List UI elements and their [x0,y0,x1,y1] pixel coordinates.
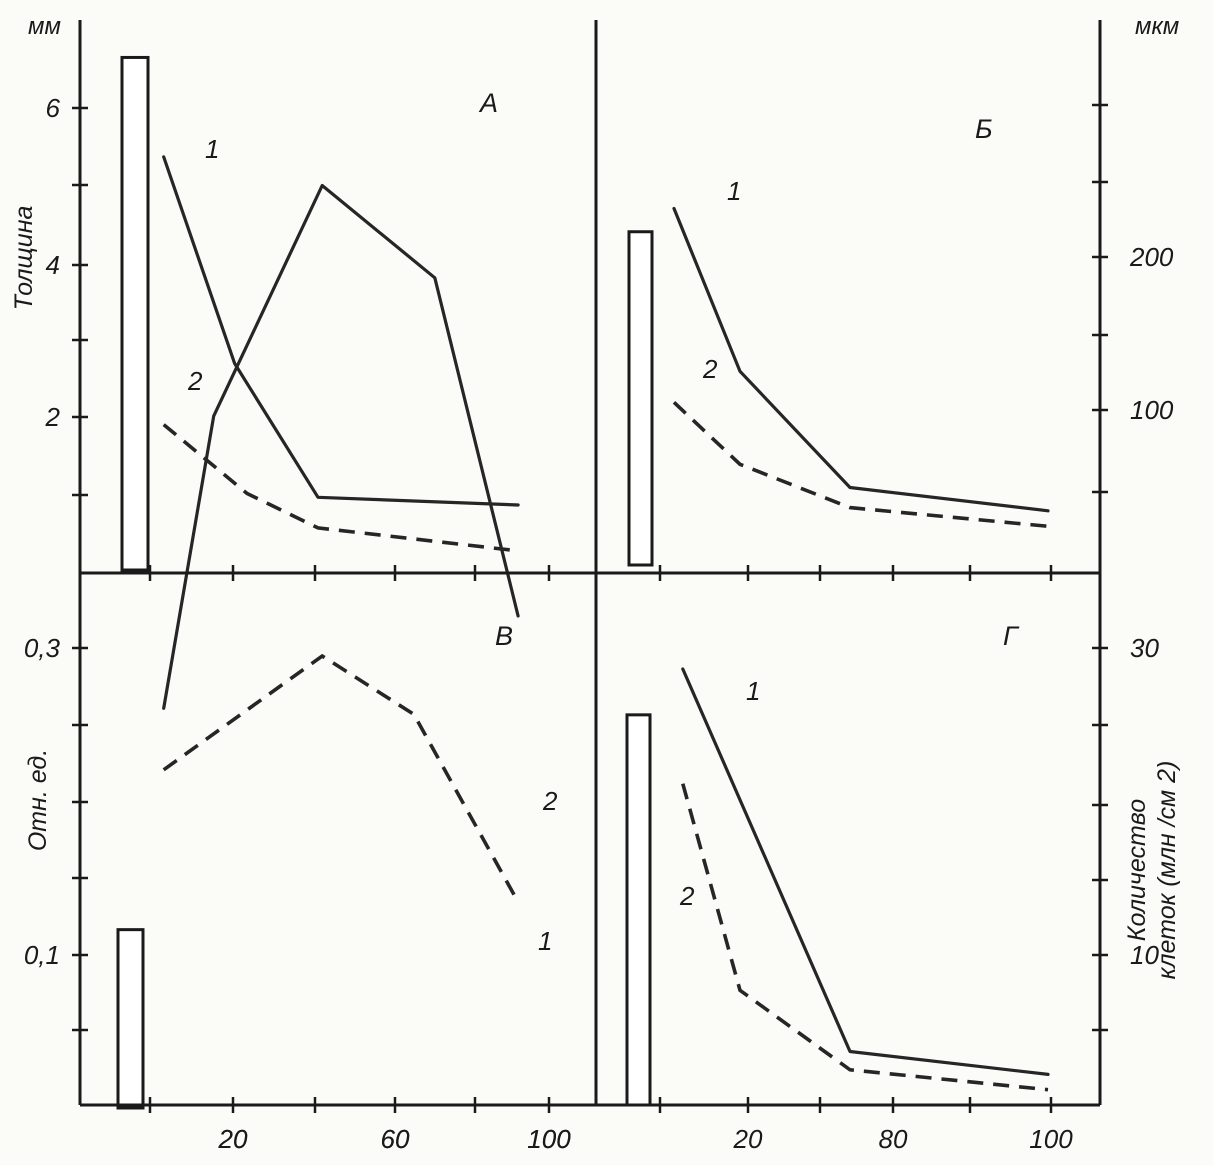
series-label: 1 [205,134,219,164]
x-tick-label: 60 [381,1124,410,1154]
x-tick-label: 80 [879,1124,908,1154]
y-tick-label: 200 [1129,242,1174,272]
axes-frame [78,20,1102,1113]
x-tick-label: 20 [733,1124,763,1154]
series-line-2 [162,183,520,710]
x-tick-label: 100 [527,1124,571,1154]
y-axis-title-line: Количество [1123,799,1151,941]
bar [116,928,145,1110]
panel-letter: А [478,88,498,118]
series-label: 2 [702,354,718,384]
panel-letter: Г [1003,621,1020,651]
x-tick-label: 100 [1029,1124,1073,1154]
y-tick-label: 2 [45,402,61,432]
series-label: 2 [542,786,558,816]
panel-c: 0,1 0,3 20 60 100 2 1 В Отн. ед. [24,183,571,1154]
x-tick-label: 60 [381,1124,410,1154]
unit-label: мм [28,13,61,40]
series-line-2 [162,423,519,553]
panel-a: 2 4 6 20 60 100 1 2 Амм Толщина [10,13,571,1154]
x-tick-label: 20 [218,1124,248,1154]
panel-letter: Б [975,114,993,144]
bar [627,230,654,567]
panel-d: 10 30 20 80 100 1 2 Г Количествоклеток (млн /см … [625,621,1181,1154]
series-line-2 [672,400,1049,529]
y-axis-title-line: клеток (млн /см 2) [1153,761,1181,980]
series-line-1 [162,155,520,507]
y-tick-label: 30 [1130,633,1159,663]
series-label: 1 [538,926,552,956]
series-line-1 [672,206,1050,513]
y-tick-label: 6 [46,93,61,123]
series-label: 2 [187,366,203,396]
series-label: 1 [727,176,741,206]
y-axis-title: Толщина [10,206,38,311]
panel-letter: В [495,621,513,651]
y-tick-label: 4 [46,250,60,280]
bar [625,713,652,1107]
series-label: 1 [746,676,760,706]
y-axis-title: Отн. ед. [24,749,52,851]
x-tick-label: 100 [527,1124,571,1154]
series-label: 2 [679,881,695,911]
x-tick-label: 20 [218,1124,248,1154]
y-axis-title: Количествоклеток (млн /см 2) [1123,761,1181,980]
y-tick-label: 0,3 [24,633,61,663]
y-tick-label: 100 [1130,395,1174,425]
series-line-2 [681,783,1049,1092]
y-tick-label: 10 [1130,940,1159,970]
bar [120,55,150,572]
unit-label: мкм [1135,13,1179,40]
series-line-1 [681,667,1050,1077]
series-line-1 [162,653,520,903]
y-tick-label: 0,1 [24,940,60,970]
